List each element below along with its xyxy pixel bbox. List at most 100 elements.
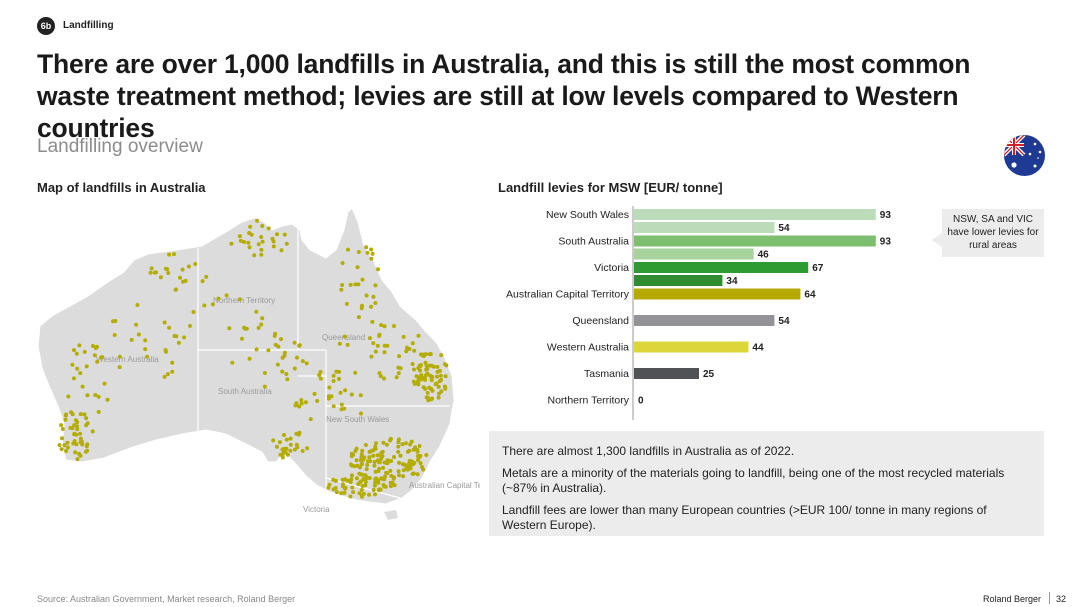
landfill-dot bbox=[400, 442, 405, 447]
landfill-dot bbox=[337, 376, 341, 381]
landfill-dot bbox=[357, 471, 362, 476]
bar bbox=[634, 315, 775, 326]
landfill-dot bbox=[388, 436, 393, 441]
landfill-dot bbox=[154, 270, 158, 275]
landfill-dot bbox=[318, 370, 323, 374]
landfill-dot bbox=[412, 348, 417, 353]
landfill-dot bbox=[284, 241, 289, 246]
landfill-dot bbox=[359, 411, 363, 416]
landfill-dot bbox=[75, 366, 80, 371]
landfill-dot bbox=[376, 469, 381, 473]
landfill-dot bbox=[145, 354, 149, 359]
landfill-dot bbox=[369, 304, 374, 309]
bar bbox=[634, 288, 801, 300]
landfill-dot bbox=[282, 433, 286, 437]
landfill-dot bbox=[91, 344, 95, 348]
page-number: 32 bbox=[1056, 594, 1067, 604]
landfill-dot bbox=[183, 278, 188, 283]
landfill-dot bbox=[202, 303, 207, 308]
landfill-dot bbox=[371, 453, 376, 458]
landfill-dot bbox=[411, 379, 416, 384]
landfill-dot bbox=[401, 462, 406, 467]
landfill-dot bbox=[360, 448, 365, 453]
landfill-dot bbox=[327, 482, 332, 487]
data-label: 46 bbox=[758, 250, 770, 261]
landfill-dot bbox=[375, 453, 380, 458]
landfill-dot bbox=[247, 245, 252, 250]
landfill-dot bbox=[418, 453, 423, 458]
map-label-sa: South Australia bbox=[218, 387, 272, 396]
landfill-dot bbox=[260, 239, 265, 244]
landfill-dot bbox=[78, 412, 83, 417]
landfill-dot bbox=[176, 340, 181, 345]
category-label: Victoria bbox=[594, 262, 629, 274]
bar bbox=[634, 368, 699, 379]
landfill-dot bbox=[343, 477, 348, 482]
landfill-dot bbox=[252, 253, 257, 258]
landfill-dot bbox=[260, 316, 265, 321]
landfill-dot bbox=[369, 256, 374, 261]
landfill-dot bbox=[373, 492, 377, 497]
landfill-dot bbox=[262, 371, 267, 375]
landfill-dot bbox=[384, 470, 389, 475]
data-label: 0 bbox=[638, 396, 644, 407]
info-paragraph-3: Landfill fees are lower than many Europe… bbox=[502, 503, 987, 532]
landfill-dot bbox=[392, 324, 396, 328]
category-label: Western Australia bbox=[547, 342, 629, 354]
landfill-dot bbox=[353, 449, 358, 453]
landfill-dot bbox=[300, 359, 305, 364]
landfill-dot bbox=[167, 252, 172, 257]
landfill-dot bbox=[315, 399, 320, 403]
landfill-dot bbox=[299, 398, 304, 402]
landfill-dot bbox=[428, 373, 433, 378]
landfill-dot bbox=[407, 458, 412, 463]
data-label: 44 bbox=[752, 343, 764, 354]
landfill-dot bbox=[246, 240, 251, 245]
landfill-dot bbox=[224, 293, 229, 298]
landfill-dot bbox=[275, 444, 279, 449]
landfill-dot bbox=[259, 322, 264, 327]
landfill-dot bbox=[436, 395, 441, 400]
landfill-dot bbox=[359, 452, 364, 457]
landfill-dot bbox=[363, 483, 368, 488]
landfill-dot bbox=[373, 283, 378, 288]
landfill-dot bbox=[294, 401, 299, 406]
landfill-dot bbox=[349, 454, 354, 459]
info-box: There are almost 1,300 landfills in Aust… bbox=[489, 431, 1044, 536]
landfill-dot bbox=[344, 301, 349, 306]
landfill-dot bbox=[401, 334, 406, 339]
levies-bar-chart: New South Wales 93 54 South Australia 93 46 Vi… bbox=[488, 200, 908, 425]
landfill-dot bbox=[348, 494, 353, 499]
landfill-dot bbox=[64, 449, 69, 453]
landfill-dot bbox=[284, 437, 289, 442]
landfill-dot bbox=[164, 349, 168, 354]
landfill-dot bbox=[383, 484, 388, 489]
landfill-dot bbox=[60, 427, 65, 431]
page-title: There are over 1,000 landfills in Austra… bbox=[37, 49, 971, 143]
landfill-dot bbox=[356, 250, 361, 254]
landfill-dot bbox=[343, 388, 348, 393]
landfill-dot bbox=[369, 354, 374, 359]
landfill-dot bbox=[435, 374, 439, 379]
landfill-dot bbox=[95, 359, 100, 364]
landfill-dot bbox=[275, 232, 279, 237]
landfill-dot bbox=[411, 447, 416, 452]
landfill-dot bbox=[295, 355, 299, 360]
category-label: Queensland bbox=[572, 315, 629, 327]
category-label: Tasmania bbox=[584, 368, 629, 380]
australia-mainland bbox=[37, 207, 455, 505]
landfill-dot bbox=[78, 371, 83, 376]
landfill-dot bbox=[379, 323, 384, 327]
landfill-dot bbox=[358, 465, 363, 470]
landfill-dot bbox=[170, 369, 175, 374]
landfill-dot bbox=[70, 426, 75, 431]
landfill-dot bbox=[297, 404, 302, 409]
landfill-dot bbox=[374, 441, 378, 446]
landfill-dot bbox=[334, 369, 339, 374]
landfill-dot bbox=[281, 451, 286, 456]
data-label: 67 bbox=[812, 263, 824, 274]
landfill-dot bbox=[372, 460, 377, 464]
landfill-dot bbox=[288, 448, 293, 453]
callout-note: NSW, SA and VIC have lower levies for ru… bbox=[942, 209, 1044, 257]
landfill-dot bbox=[408, 466, 413, 471]
